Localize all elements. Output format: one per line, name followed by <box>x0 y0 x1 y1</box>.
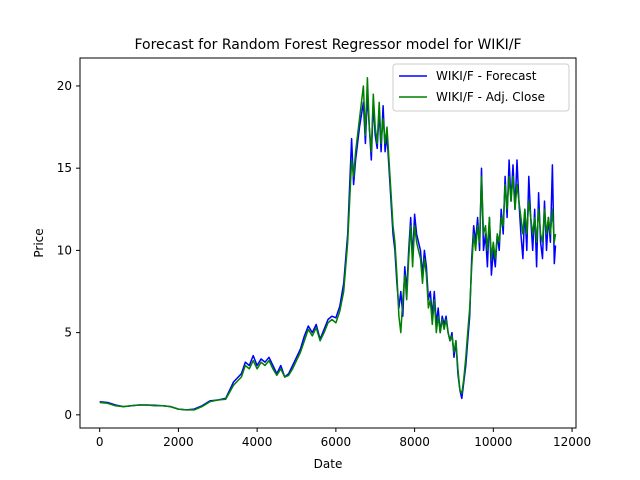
x-tick-label: 10000 <box>474 435 512 449</box>
y-axis-label: Price <box>32 228 46 257</box>
series-layer <box>99 76 557 411</box>
y-tick-label: 15 <box>57 161 72 175</box>
legend-label-1: WIKI/F - Forecast <box>436 69 537 83</box>
series-line-2 <box>99 76 557 411</box>
legend-label-2: WIKI/F - Adj. Close <box>436 90 545 104</box>
y-axis-ticks: 0 5 10 15 20 <box>57 79 80 422</box>
x-tick-label: 0 <box>96 435 104 449</box>
axes-frame <box>79 57 577 429</box>
x-axis-label: Date <box>314 457 343 471</box>
x-tick-label: 2000 <box>163 435 194 449</box>
chart-title: Forecast for Random Forest Regressor mod… <box>134 37 521 53</box>
x-tick-label: 4000 <box>242 435 273 449</box>
x-axis-ticks: 0 2000 4000 6000 8000 10000 12000 <box>96 428 591 449</box>
legend: WIKI/F - Forecast WIKI/F - Adj. Close <box>392 63 570 112</box>
legend-box <box>392 63 570 112</box>
y-tick-label: 5 <box>64 326 72 340</box>
x-tick-label: 6000 <box>321 435 352 449</box>
x-tick-label: 8000 <box>399 435 430 449</box>
plot-area <box>79 57 577 429</box>
y-tick-label: 10 <box>57 243 72 257</box>
x-tick-label: 12000 <box>553 435 591 449</box>
y-tick-label: 20 <box>57 79 72 93</box>
y-tick-label: 0 <box>64 408 72 422</box>
